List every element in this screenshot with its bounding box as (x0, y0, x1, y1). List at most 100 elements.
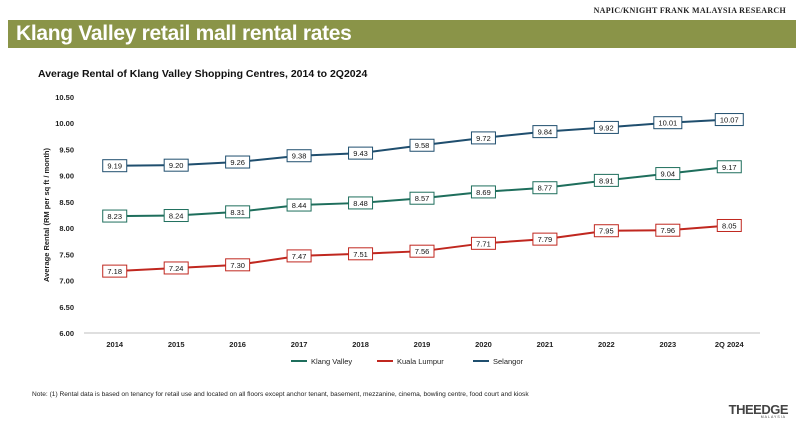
chart-title: Average Rental of Klang Valley Shopping … (38, 68, 368, 80)
data-label-box (225, 258, 251, 272)
y-tick-label: 9.00 (59, 172, 74, 181)
data-label-box (348, 247, 374, 261)
data-label: 7.79 (538, 235, 553, 244)
data-label: 9.17 (722, 163, 737, 172)
data-label: 7.18 (107, 267, 122, 276)
x-tick-label: 2019 (414, 340, 431, 349)
data-label: 9.58 (415, 141, 430, 150)
data-label-box (163, 158, 189, 172)
x-tick-label: 2017 (291, 340, 308, 349)
data-label-box (593, 173, 619, 187)
data-label: 7.95 (599, 227, 614, 236)
data-label-box (716, 160, 742, 174)
data-label-box (102, 209, 128, 223)
data-label-box (409, 138, 435, 152)
logo-subtext: MALAYSIA (760, 415, 786, 419)
data-label: 9.72 (476, 134, 491, 143)
y-axis-label: Average Rental (RM per sq ft / month) (42, 148, 51, 282)
footnote: Note: (1) Rental data is based on tenanc… (32, 391, 529, 398)
x-tick-label: 2023 (659, 340, 676, 349)
data-label-box (532, 232, 558, 246)
data-label-box (286, 149, 312, 163)
data-label: 9.43 (353, 149, 368, 158)
data-label-box (532, 125, 558, 139)
y-tick-label: 8.50 (59, 198, 74, 207)
data-label-box (655, 223, 681, 237)
data-label: 8.91 (599, 176, 614, 185)
x-tick-label: 2021 (537, 340, 554, 349)
x-tick-label: 2016 (229, 340, 246, 349)
x-tick-label: 2Q 2024 (715, 340, 745, 349)
data-label: 7.51 (353, 250, 368, 259)
series-line (114, 165, 730, 218)
data-label: 8.24 (169, 212, 184, 221)
data-label-box (593, 224, 619, 238)
data-label: 8.57 (415, 194, 430, 203)
data-label-box (532, 181, 558, 195)
data-label-box (655, 167, 681, 181)
data-label: 8.05 (722, 221, 737, 230)
data-label-box (409, 244, 435, 258)
data-label-box (409, 191, 435, 205)
data-label-box (653, 116, 683, 130)
data-label-box (593, 120, 619, 134)
page-title: Klang Valley retail mall rental rates (16, 22, 352, 45)
x-tick-label: 2018 (352, 340, 369, 349)
data-label: 8.31 (230, 208, 245, 217)
data-label: 9.92 (599, 123, 614, 132)
data-label: 7.47 (292, 252, 307, 261)
data-label: 9.84 (538, 128, 553, 137)
source-credit: NAPIC/KNIGHT FRANK MALAYSIA RESEARCH (593, 6, 786, 15)
logo-text: THEEDGE (728, 402, 789, 417)
title-banner: Klang Valley retail mall rental rates (8, 20, 796, 48)
data-label: 8.77 (538, 184, 553, 193)
data-label-box (225, 155, 251, 169)
legend-label: Selangor (493, 357, 524, 366)
line-chart: 6.00 6.50 7.00 7.50 8.00 8.50 9.00 9.50 10.00 10.… (42, 93, 760, 366)
data-label: 8.23 (107, 212, 122, 221)
data-label-box (163, 261, 189, 275)
data-label-box (470, 131, 496, 145)
data-label: 10.01 (658, 119, 677, 128)
data-label-box (286, 198, 312, 212)
data-label: 9.20 (169, 161, 184, 170)
y-tick-label: 7.50 (59, 250, 74, 259)
data-label: 8.69 (476, 188, 491, 197)
data-label-box (470, 236, 496, 250)
data-label: 10.07 (720, 116, 739, 125)
data-label: 9.38 (292, 152, 307, 161)
data-label-box (348, 146, 374, 160)
data-label: 7.30 (230, 261, 245, 270)
x-tick-label: 2015 (168, 340, 185, 349)
data-label-box (163, 209, 189, 223)
data-label-box (225, 205, 251, 219)
x-tick-label: 2022 (598, 340, 615, 349)
data-label: 8.44 (292, 201, 307, 210)
legend-label: Kuala Lumpur (397, 357, 444, 366)
y-tick-label: 10.50 (55, 93, 74, 102)
y-tick-label: 6.00 (59, 329, 74, 338)
data-label: 7.71 (476, 239, 491, 248)
x-tick-label: 2020 (475, 340, 492, 349)
legend-label: Klang Valley (311, 357, 352, 366)
data-label: 8.48 (353, 199, 368, 208)
data-label-box (102, 264, 128, 278)
y-tick-label: 6.50 (59, 303, 74, 312)
data-label: 9.19 (107, 162, 122, 171)
y-tick-label: 9.50 (59, 145, 74, 154)
data-label: 9.04 (661, 170, 676, 179)
data-label-box (102, 159, 128, 173)
x-tick-label: 2014 (106, 340, 124, 349)
data-label-box (348, 196, 374, 210)
data-label-box (716, 218, 742, 232)
data-label-box (470, 185, 496, 199)
data-label-box (286, 249, 312, 263)
data-label: 7.56 (415, 247, 430, 256)
data-label: 7.96 (661, 226, 676, 235)
data-label: 9.26 (230, 158, 245, 167)
data-label: 7.24 (169, 264, 184, 273)
y-tick-label: 7.00 (59, 277, 74, 286)
data-label-box (714, 113, 744, 127)
publisher-logo: THEEDGE MALAYSIA (728, 402, 789, 419)
y-tick-label: 8.00 (59, 224, 74, 233)
